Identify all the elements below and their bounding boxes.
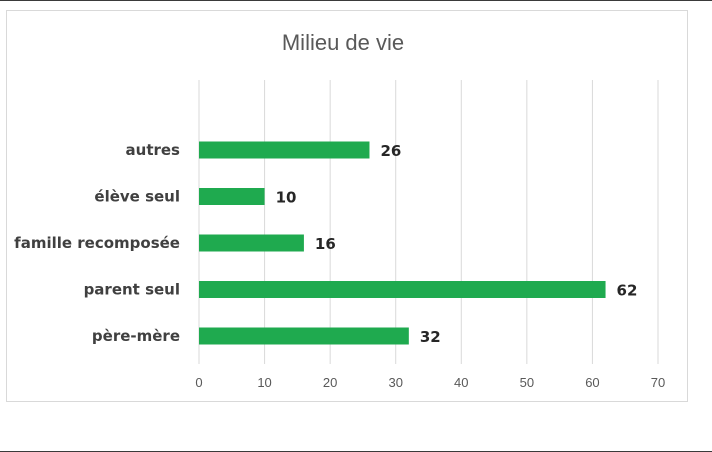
x-tick-label: 10 (257, 375, 271, 390)
data-label: 32 (420, 328, 441, 346)
chart-title: Milieu de vie (282, 30, 404, 55)
x-tick-label: 40 (454, 375, 468, 390)
data-label: 26 (380, 142, 401, 160)
x-tick-label: 50 (520, 375, 534, 390)
data-label: 16 (315, 235, 336, 253)
data-label: 10 (276, 189, 297, 207)
bars (199, 141, 606, 345)
x-tick-label: 30 (388, 375, 402, 390)
chart-area (6, 10, 688, 402)
bar (199, 281, 606, 298)
data-labels: 26 10 16 62 32 (276, 142, 638, 346)
x-tick-label: 60 (585, 375, 599, 390)
bar (199, 188, 265, 205)
category-label: père-mère (92, 327, 180, 345)
category-labels: autres élève seul famille recomposée parent… (14, 141, 180, 345)
bar (199, 327, 409, 345)
bar (199, 141, 370, 159)
x-axis-ticks: 0 10 20 30 40 50 60 70 (195, 375, 665, 390)
bar (199, 234, 304, 252)
category-label: élève seul (94, 188, 180, 206)
category-label: autres (126, 141, 181, 159)
x-tick-label: 20 (323, 375, 337, 390)
x-tick-label: 70 (651, 375, 665, 390)
data-label: 62 (617, 282, 638, 300)
x-tick-label: 0 (195, 375, 202, 390)
category-label: parent seul (84, 281, 180, 299)
gridlines (198, 80, 659, 364)
category-label: famille recomposée (14, 234, 180, 252)
